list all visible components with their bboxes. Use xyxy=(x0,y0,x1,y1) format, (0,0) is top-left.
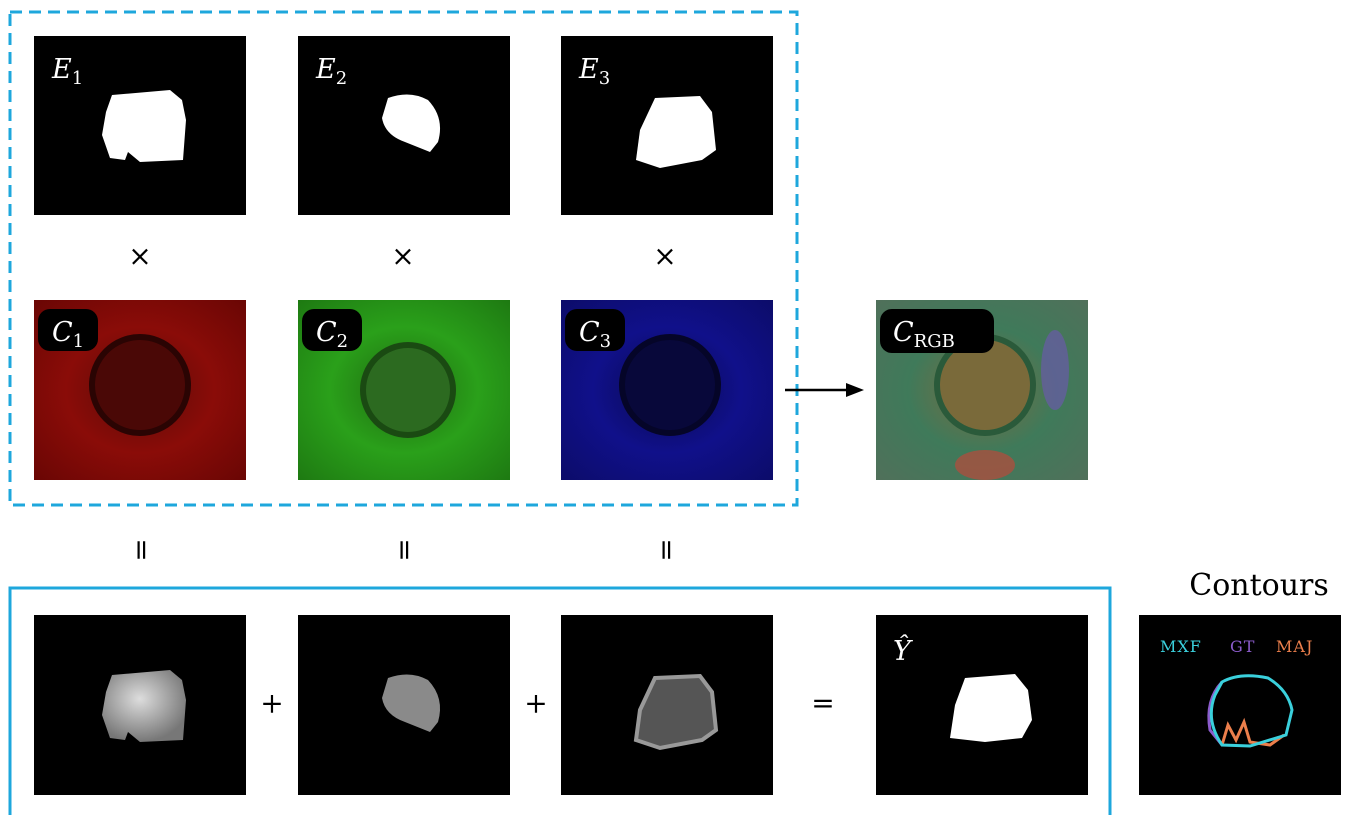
legend-entry: MXF xyxy=(1160,637,1202,656)
channel-image: C1 xyxy=(34,300,246,480)
combined-image: CRGB xyxy=(876,300,1088,480)
legend-entry: GT xyxy=(1230,637,1255,656)
channel-image: C3 xyxy=(561,300,773,480)
subscript: RGB xyxy=(914,331,955,352)
plus-op: + xyxy=(260,687,283,720)
weighted-output xyxy=(298,615,510,795)
result-image: Ŷ xyxy=(876,615,1088,795)
label: C xyxy=(316,317,337,348)
label: C xyxy=(579,317,600,348)
equal-op: = xyxy=(389,538,422,561)
contours-image: MXF GT MAJ xyxy=(1139,615,1341,795)
expert-mask: E1 xyxy=(34,36,246,215)
diagram: E1 E2 E3 × × × C1 C2 C3 CRGB = = = + + =… xyxy=(0,0,1351,815)
expert-mask: E2 xyxy=(298,36,510,215)
multiply-op: × xyxy=(653,240,676,273)
subscript: 1 xyxy=(73,331,84,352)
expert-mask: E3 xyxy=(561,36,773,215)
subscript: 2 xyxy=(337,331,348,352)
subscript: 3 xyxy=(600,331,611,352)
channel-image: C2 xyxy=(298,300,510,480)
subscript: 1 xyxy=(72,68,83,89)
label: C xyxy=(893,317,914,348)
contours-title: Contours xyxy=(1189,568,1329,603)
equal-op: = xyxy=(811,687,834,720)
plus-op: + xyxy=(524,687,547,720)
label: C xyxy=(52,317,73,348)
label: E xyxy=(315,54,336,85)
legend-entry: MAJ xyxy=(1276,637,1313,656)
label: E xyxy=(51,54,72,85)
multiply-op: × xyxy=(128,240,151,273)
weighted-output xyxy=(561,615,773,795)
result-label: Ŷ xyxy=(893,634,913,667)
subscript: 3 xyxy=(599,68,610,89)
label: E xyxy=(578,54,599,85)
equal-op: = xyxy=(651,538,684,561)
multiply-op: × xyxy=(391,240,414,273)
subscript: 2 xyxy=(336,68,347,89)
weighted-output xyxy=(34,615,246,795)
equal-op: = xyxy=(126,538,159,561)
